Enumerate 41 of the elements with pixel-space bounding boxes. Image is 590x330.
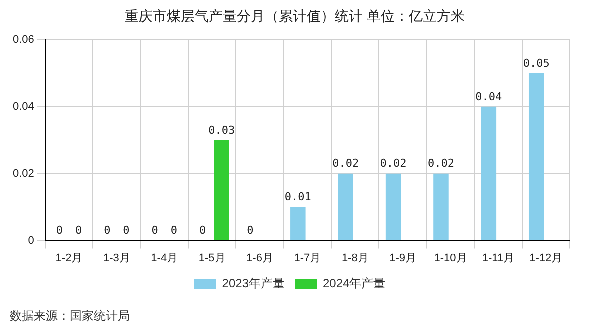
- x-tick-label: 1-5月: [198, 252, 226, 264]
- y-tick-label: 0.02: [12, 168, 34, 180]
- legend-label: 2023年产量: [222, 276, 286, 290]
- bar: [290, 207, 306, 240]
- bar: [434, 174, 449, 240]
- x-tick-label: 1-2月: [56, 252, 83, 264]
- data-label: 0: [75, 224, 82, 238]
- y-tick-label: 0.06: [12, 34, 34, 46]
- x-tick-label: 1-4月: [151, 252, 178, 264]
- chart-title: 重庆市煤层气产量分月（累计值）统计 单位：亿立方米: [124, 8, 466, 26]
- bar: [481, 106, 497, 240]
- data-label: 0: [170, 224, 178, 238]
- data-label: 0: [123, 224, 130, 238]
- x-tick-label: 1-6月: [246, 252, 274, 264]
- bar: [338, 174, 354, 240]
- data-label: 0.01: [284, 190, 312, 204]
- x-tick-label: 1-3月: [103, 252, 130, 264]
- data-label: 0.02: [380, 157, 407, 170]
- source-note: 数据来源：国家统计局: [10, 308, 130, 325]
- x-tick-label: 1-9月: [390, 252, 417, 264]
- x-tick-label: 1-11月: [482, 252, 515, 264]
- data-label: 0: [247, 224, 254, 238]
- y-tick-label: 0.04: [12, 100, 34, 113]
- data-label: 0: [104, 224, 111, 238]
- data-label: 0.02: [428, 157, 454, 170]
- bar: [214, 140, 230, 240]
- data-label: 0.02: [332, 157, 360, 170]
- data-label: 0.05: [523, 56, 550, 70]
- data-label: 0: [56, 224, 64, 238]
- x-tick-label: 1-8月: [342, 252, 369, 264]
- data-label: 0: [199, 224, 206, 238]
- x-tick-label: 1-12月: [530, 252, 563, 264]
- bar: [528, 73, 544, 240]
- data-label: 0.03: [208, 124, 236, 137]
- data-label: 0.04: [476, 90, 503, 104]
- y-tick-label: 0: [28, 234, 34, 247]
- data-label: 0: [152, 224, 158, 238]
- x-tick-label: 1-7月: [294, 252, 322, 264]
- bar: [386, 174, 402, 240]
- legend-label: 2024年产量: [323, 276, 386, 290]
- x-tick-label: 1-10月: [434, 252, 468, 264]
